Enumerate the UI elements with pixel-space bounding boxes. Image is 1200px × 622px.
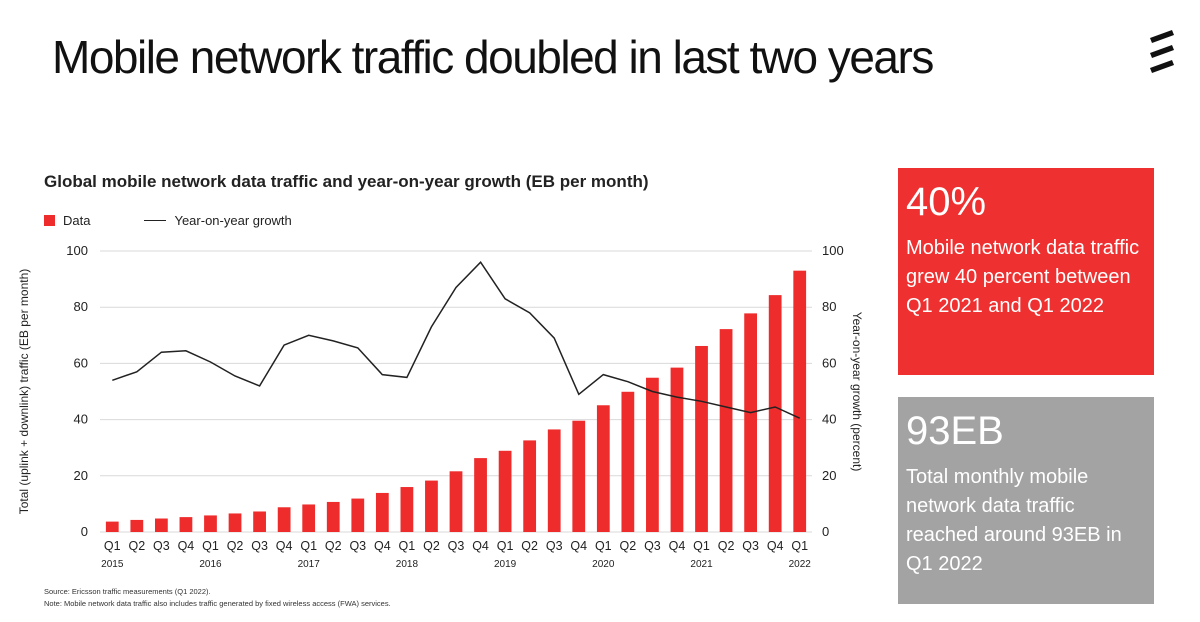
x-tick-label: Q2 xyxy=(227,539,244,553)
y2-tick-label: 40 xyxy=(822,412,836,427)
growth-line xyxy=(112,261,801,419)
x-year-label: 2016 xyxy=(199,559,222,570)
data-bar xyxy=(572,420,586,532)
x-tick-label: Q1 xyxy=(497,539,514,553)
data-bar xyxy=(474,458,487,532)
y2-tick-label: 20 xyxy=(822,468,836,483)
x-tick-label: Q3 xyxy=(448,539,465,553)
legend-data-label: Data xyxy=(63,213,91,228)
y-tick-label: 40 xyxy=(74,412,88,427)
y-axis-label: Total (uplink + downlink) traffic (EB pe… xyxy=(17,269,31,515)
y-tick-label: 60 xyxy=(74,355,88,370)
x-tick-label: Q1 xyxy=(791,539,808,553)
x-year-label: 2020 xyxy=(592,559,615,570)
y-tick-label: 0 xyxy=(81,524,88,539)
data-bar xyxy=(646,377,659,532)
data-bar xyxy=(228,513,242,532)
data-bar xyxy=(744,313,758,532)
data-bar xyxy=(253,511,266,532)
x-tick-label: Q1 xyxy=(202,539,219,553)
x-year-label: 2019 xyxy=(494,559,517,570)
y2-tick-label: 100 xyxy=(822,243,844,258)
x-tick-label: Q3 xyxy=(546,539,563,553)
x-tick-label: Q1 xyxy=(399,539,416,553)
x-year-label: 2017 xyxy=(298,559,321,570)
data-bar xyxy=(277,507,291,532)
data-bar xyxy=(621,391,635,532)
ericsson-logo-icon xyxy=(1150,30,1174,73)
legend-growth-line xyxy=(144,220,167,221)
source-note: Source: Ericsson traffic measurements (Q… xyxy=(44,587,211,596)
x-tick-label: Q4 xyxy=(374,539,391,553)
x-tick-label: Q1 xyxy=(300,539,317,553)
growth-stat-value: 40% xyxy=(906,180,987,224)
total-stat-card: 93EB Total monthly mobile network data t… xyxy=(898,397,1154,604)
fwa-note: Note: Mobile network data traffic also i… xyxy=(44,599,391,608)
growth-stat-card: 40% Mobile network data traffic grew 40 … xyxy=(898,168,1154,375)
data-bar xyxy=(793,270,807,532)
data-bar xyxy=(425,480,438,532)
page-title: Mobile network traffic doubled in last t… xyxy=(52,31,934,83)
x-tick-label: Q3 xyxy=(349,539,366,553)
x-tick-label: Q4 xyxy=(669,539,686,553)
x-tick-label: Q3 xyxy=(644,539,661,553)
x-tick-label: Q4 xyxy=(178,539,195,553)
legend-growth-label: Year-on-year growth xyxy=(174,213,292,228)
x-tick-label: Q4 xyxy=(767,539,784,553)
growth-stat-text: Mobile network data traffic grew 40 perc… xyxy=(906,237,1140,317)
data-bar xyxy=(130,519,144,532)
x-year-label: 2021 xyxy=(690,559,713,570)
x-year-label: 2015 xyxy=(101,559,124,570)
data-bar xyxy=(670,367,684,532)
data-bar xyxy=(105,521,119,532)
data-bar xyxy=(498,450,512,532)
chart-title: Global mobile network data traffic and y… xyxy=(44,172,649,191)
y2-tick-label: 0 xyxy=(822,524,829,539)
x-tick-label: Q2 xyxy=(718,539,735,553)
data-bar xyxy=(351,498,365,532)
x-tick-label: Q1 xyxy=(104,539,121,553)
y2-tick-label: 80 xyxy=(822,299,836,314)
data-bar xyxy=(768,295,782,532)
data-bar xyxy=(596,405,610,532)
x-tick-label: Q1 xyxy=(693,539,710,553)
x-tick-label: Q4 xyxy=(276,539,293,553)
data-bar xyxy=(449,471,463,532)
x-tick-label: Q3 xyxy=(742,539,759,553)
x-tick-label: Q2 xyxy=(521,539,538,553)
x-tick-label: Q2 xyxy=(620,539,637,553)
x-year-label: 2018 xyxy=(396,559,419,570)
legend-data-swatch xyxy=(44,215,55,226)
data-bar xyxy=(547,429,561,532)
data-bar xyxy=(719,329,733,532)
y-tick-label: 20 xyxy=(74,468,88,483)
chart-footnotes: Source: Ericsson traffic measurements (Q… xyxy=(44,586,391,610)
data-bar xyxy=(375,492,389,532)
x-year-label: 2022 xyxy=(789,559,812,570)
x-tick-label: Q2 xyxy=(423,539,440,553)
x-tick-label: Q4 xyxy=(570,539,587,553)
data-bar xyxy=(179,517,193,532)
data-bar xyxy=(523,440,537,532)
x-tick-label: Q1 xyxy=(595,539,612,553)
data-bar xyxy=(204,515,217,532)
x-tick-label: Q3 xyxy=(153,539,170,553)
data-bar xyxy=(400,487,414,532)
data-bar xyxy=(326,501,340,532)
total-stat-text: Total monthly mobile network data traffi… xyxy=(906,466,1122,575)
x-tick-label: Q4 xyxy=(472,539,489,553)
x-tick-label: Q2 xyxy=(128,539,145,553)
total-stat-value: 93EB xyxy=(906,409,1004,453)
y2-tick-label: 60 xyxy=(822,355,836,370)
y-tick-label: 100 xyxy=(66,243,88,258)
x-tick-label: Q3 xyxy=(251,539,268,553)
y2-axis-label: Year-on-year growth (percent) xyxy=(850,312,864,472)
chart-legend: Data Year-on-year growth xyxy=(44,213,292,228)
y-tick-label: 80 xyxy=(74,299,88,314)
x-tick-label: Q2 xyxy=(325,539,342,553)
data-bar xyxy=(302,504,316,532)
data-bar xyxy=(154,518,168,532)
data-bar xyxy=(695,345,708,532)
